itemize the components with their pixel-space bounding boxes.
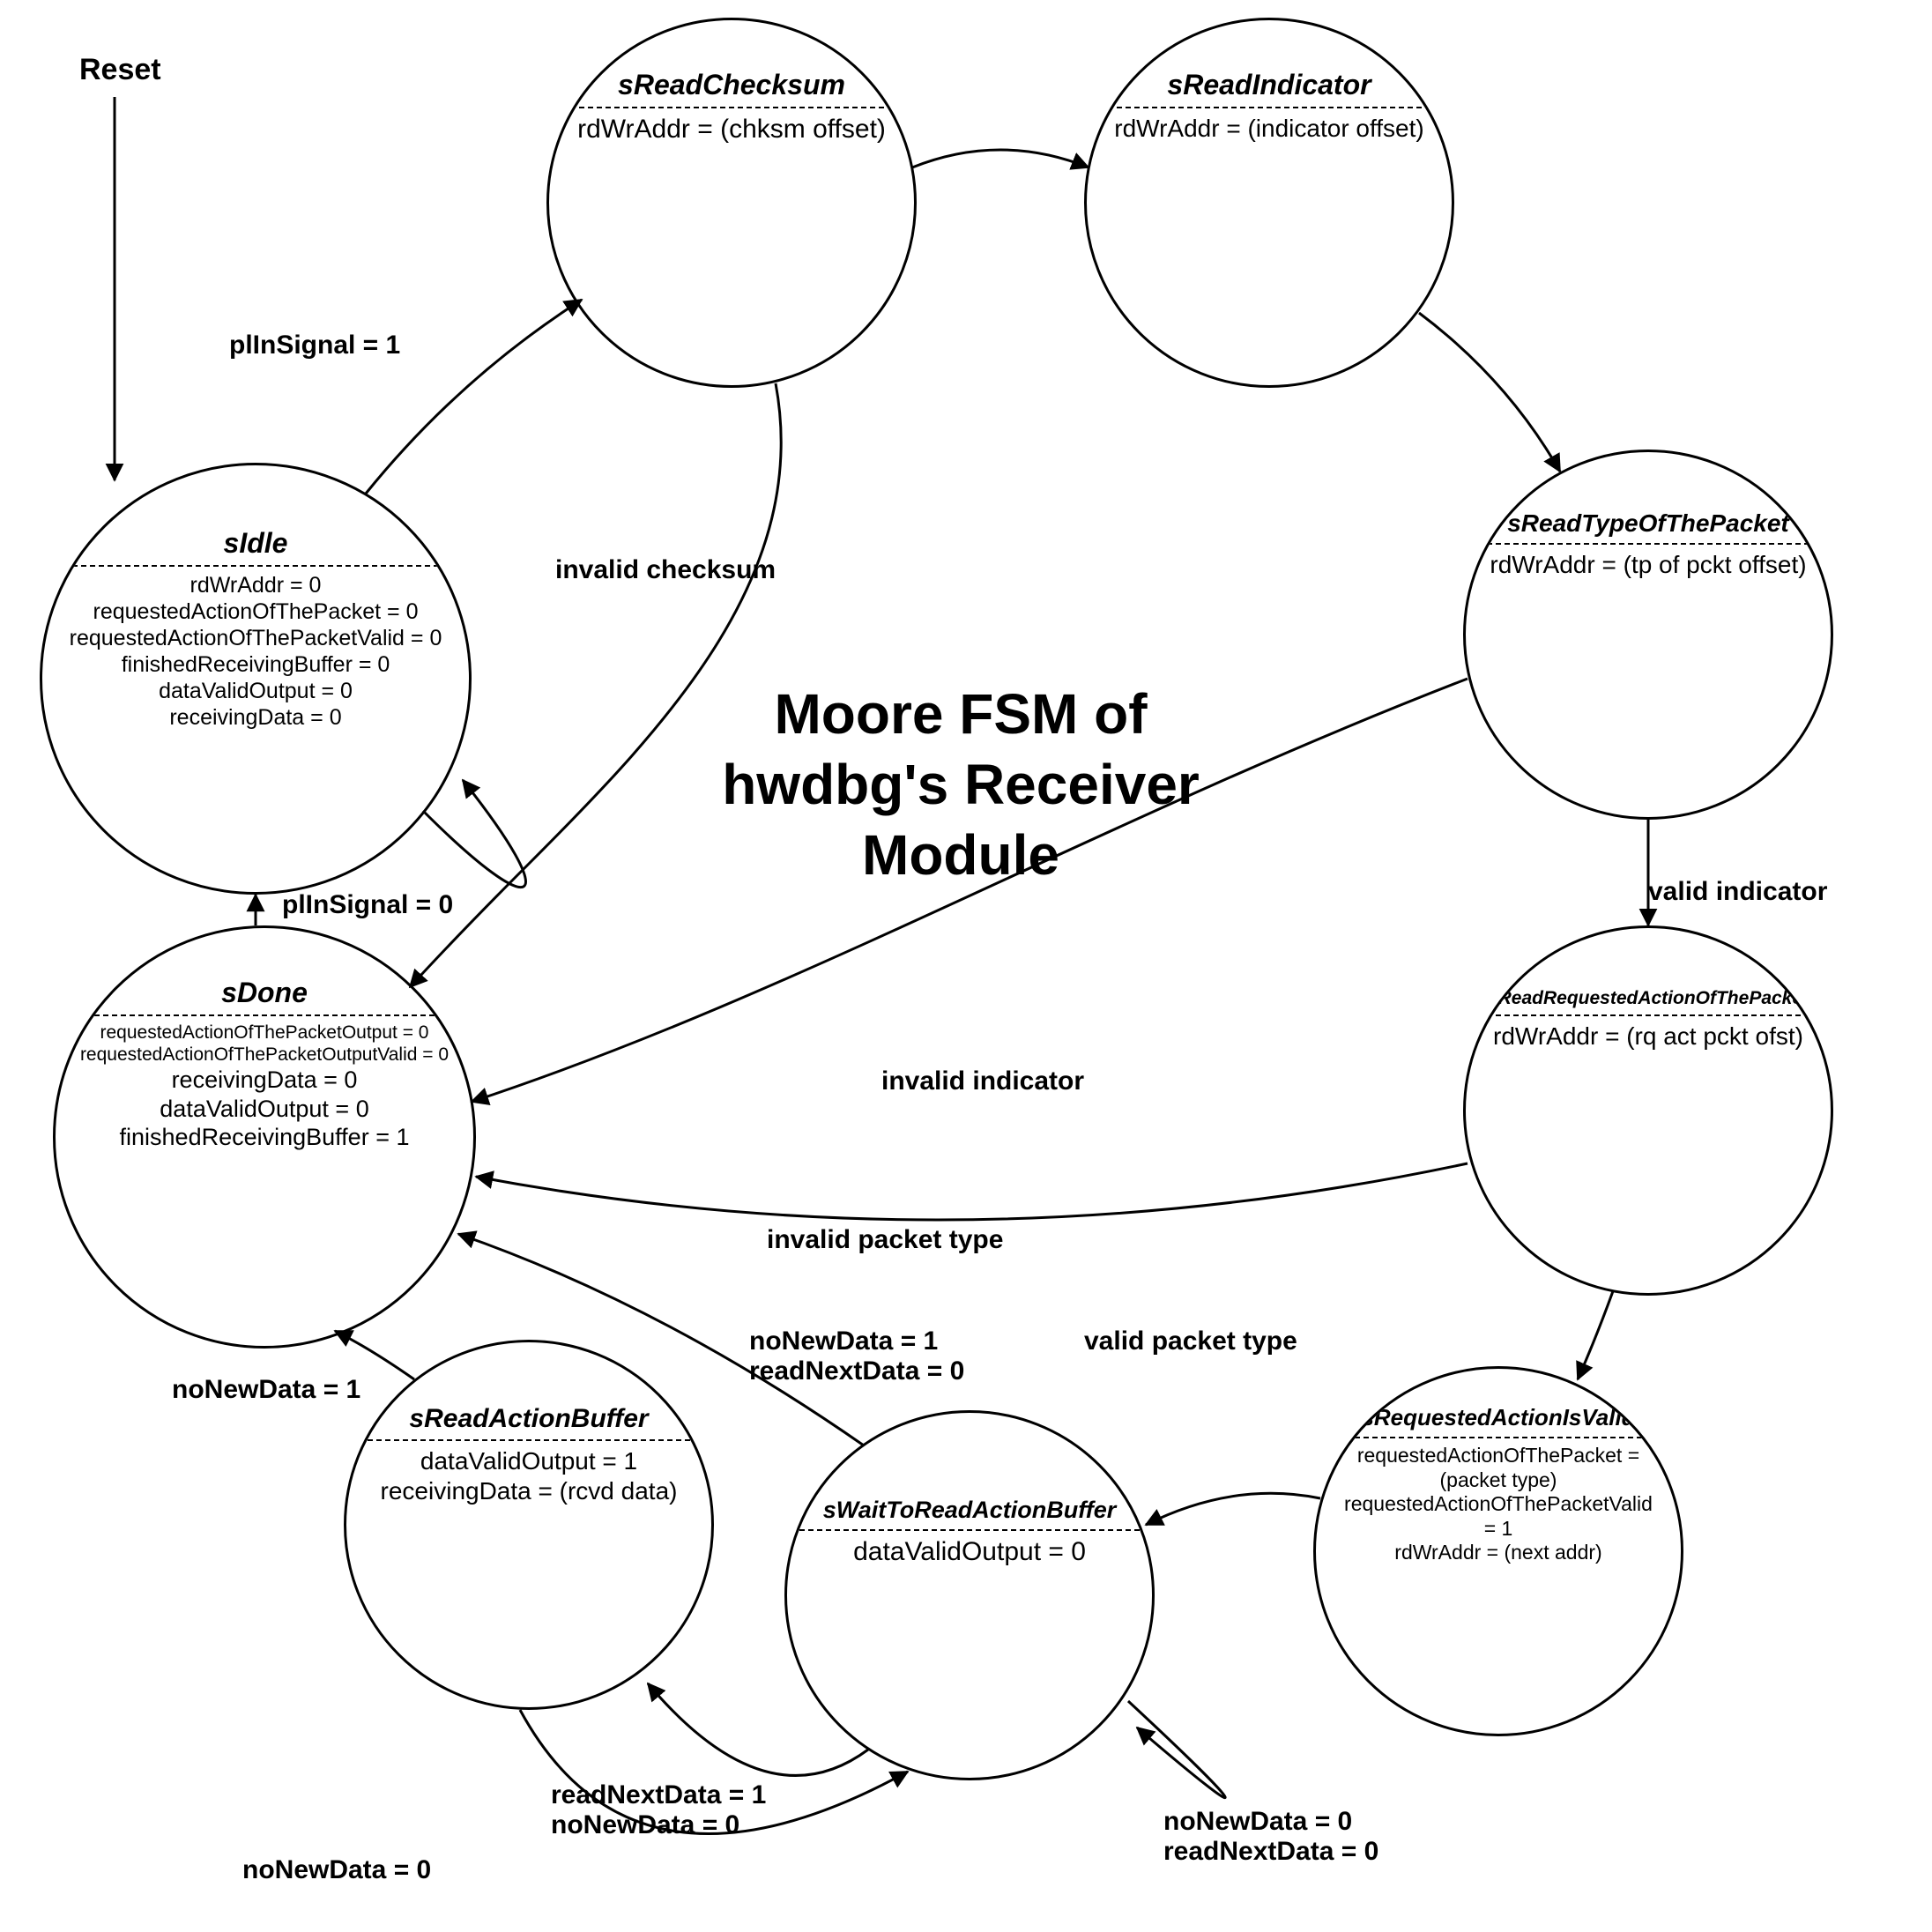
- title-line3: Module: [652, 820, 1269, 890]
- edge-readaction-to-done: [335, 1331, 414, 1379]
- state-separator: [68, 1014, 461, 1016]
- state-actions: rdWrAddr = (indicator offset): [1087, 114, 1452, 144]
- state-separator: [1478, 1014, 1818, 1016]
- state-sIdle: sIdle rdWrAddr = 0 requestedActionOfTheP…: [40, 463, 472, 895]
- state-actions: dataValidOutput = 1 receivingData = (rcv…: [346, 1446, 711, 1505]
- state-sWaitToReadActionBuffer: sWaitToReadActionBuffer dataValidOutput …: [784, 1410, 1155, 1780]
- edge-request-to-valid: [1578, 1291, 1613, 1379]
- state-separator: [359, 1439, 699, 1441]
- edge-checksum-to-indicator: [912, 150, 1089, 167]
- state-name: sIdle: [42, 465, 469, 560]
- state-sReadActionBuffer: sReadActionBuffer dataValidOutput = 1 re…: [344, 1340, 714, 1710]
- title-line2: hwdbg's Receiver: [652, 749, 1269, 820]
- state-name: sReadRequestedActionOfThePacket: [1466, 928, 1831, 1009]
- label-invalidIndicator: invalid indicator: [881, 1066, 1084, 1096]
- state-separator: [1099, 107, 1439, 108]
- edge-idle-to-checksum: [366, 300, 582, 494]
- state-sRequestedActionIsValid: sRequestedActionIsValid requestedActionO…: [1313, 1366, 1683, 1736]
- state-sReadChecksum: sReadChecksum rdWrAddr = (chksm offset): [546, 18, 917, 388]
- state-separator: [55, 565, 457, 567]
- state-separator: [1478, 543, 1818, 545]
- state-name: sReadIndicator: [1087, 20, 1452, 101]
- state-sReadIndicator: sReadIndicator rdWrAddr = (indicator off…: [1084, 18, 1454, 388]
- edge-wait-selfloop: [1128, 1701, 1225, 1798]
- state-actions: requestedActionOfThePacket = (packet typ…: [1316, 1444, 1681, 1565]
- label-readNext1noNew0: readNextData = 1 noNewData = 0: [551, 1780, 766, 1840]
- state-actions: rdWrAddr = (chksm offset): [549, 114, 914, 145]
- state-name: sReadTypeOfThePacket: [1466, 452, 1831, 538]
- reset-label: Reset: [79, 53, 161, 87]
- state-actions: rdWrAddr = (tp of pckt offset): [1466, 550, 1831, 580]
- diagram-title: Moore FSM of hwdbg's Receiver Module: [652, 679, 1269, 890]
- label-invalidChecksum: invalid checksum: [555, 555, 776, 585]
- state-name: sRequestedActionIsValid: [1316, 1369, 1681, 1431]
- label-validIndicator: valid indicator: [1648, 877, 1827, 907]
- edge-valid-to-wait: [1146, 1493, 1320, 1525]
- label-plInSignal0: plInSignal = 0: [282, 890, 453, 920]
- state-name: sWaitToReadActionBuffer: [787, 1413, 1152, 1524]
- state-sReadRequestedActionOfThePacket: sReadRequestedActionOfThePacket rdWrAddr…: [1463, 925, 1833, 1296]
- state-name: sDone: [56, 928, 473, 1009]
- state-sDone: sDone requestedActionOfThePacketOutput =…: [53, 925, 476, 1349]
- state-separator: [799, 1529, 1140, 1531]
- state-separator: [1328, 1437, 1668, 1438]
- label-validPacketType: valid packet type: [1084, 1326, 1297, 1356]
- label-noNewData0readNext0: noNewData = 0 readNextData = 0: [1163, 1807, 1378, 1867]
- title-line1: Moore FSM of: [652, 679, 1269, 749]
- label-invalidPacketType: invalid packet type: [767, 1225, 1003, 1255]
- state-actions: requestedActionOfThePacketOutput = 0 req…: [56, 1022, 473, 1152]
- state-actions: rdWrAddr = (rq act pckt ofst): [1466, 1022, 1831, 1051]
- state-actions: dataValidOutput = 0: [787, 1536, 1152, 1568]
- state-separator: [561, 107, 902, 108]
- edge-indicator-to-type: [1419, 313, 1560, 472]
- label-plInSignal1: plInSignal = 1: [229, 331, 400, 360]
- state-name: sReadActionBuffer: [346, 1342, 711, 1434]
- label-noNewData1: noNewData = 1: [172, 1375, 360, 1405]
- edge-idle-selfloop: [423, 780, 526, 888]
- state-name: sReadChecksum: [549, 20, 914, 101]
- fsm-canvas: Reset Moore FSM of hwdbg's Receiver Modu…: [0, 0, 1932, 1932]
- label-noNewData0: noNewData = 0: [242, 1855, 431, 1885]
- edge-request-to-done: [476, 1163, 1468, 1220]
- state-sReadTypeOfThePacket: sReadTypeOfThePacket rdWrAddr = (tp of p…: [1463, 450, 1833, 820]
- label-noNewData1readNext0: noNewData = 1 readNextData = 0: [749, 1326, 964, 1386]
- state-actions: rdWrAddr = 0 requestedActionOfThePacket …: [42, 572, 469, 731]
